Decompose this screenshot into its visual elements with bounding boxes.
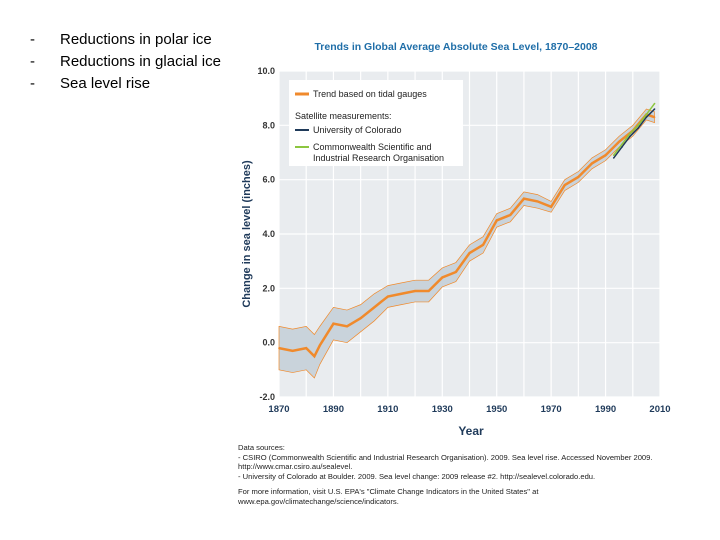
data-point-tidal (509, 214, 512, 216)
y-tick-label: 8.0 (262, 120, 275, 130)
y-tick-label: 6.0 (262, 175, 275, 185)
data-point-tidal (563, 184, 566, 186)
chart-title: Trends in Global Average Absolute Sea Le… (314, 41, 597, 53)
legend-colorado: University of Colorado (313, 125, 402, 135)
y-tick-label: 2.0 (262, 283, 275, 293)
x-tick-label: 1970 (541, 404, 562, 415)
data-point-tidal (441, 276, 444, 279)
legend-csiro-1: Commonwealth Scientific and (313, 142, 432, 152)
x-tick-label: 1910 (377, 404, 398, 415)
x-tick-label: 1930 (432, 404, 453, 415)
x-tick-label: 1870 (268, 404, 289, 415)
source-colorado: - University of Colorado at Boulder. 200… (238, 471, 596, 481)
bullet-text: Sea level rise (60, 75, 151, 92)
bullet-text: Reductions in glacial ice (60, 53, 221, 70)
data-sources: Data sources: - CSIRO (Commonwealth Scie… (238, 443, 678, 506)
series-line-colorado (613, 108, 656, 159)
data-point-csiro (621, 143, 623, 146)
bullet-text: Reductions in polar ice (60, 31, 212, 48)
bullet-item: - Reductions in polar ice (30, 29, 221, 51)
legend: Trend based on tidal gauges Satellite me… (289, 80, 463, 166)
data-point-csiro (612, 154, 615, 157)
data-point-tidal (359, 317, 362, 320)
series-line-csiro (613, 103, 656, 156)
x-tick-label: 2010 (649, 404, 670, 415)
data-point-tidal (400, 292, 403, 295)
uncertainty-band (278, 108, 655, 379)
legend-satellite-header: Satellite measurements: (295, 111, 392, 121)
bullet-item: - Reductions in glacial ice (30, 51, 221, 73)
data-point-tidal (414, 290, 416, 292)
data-point-colorado (653, 108, 656, 110)
data-point-tidal (550, 206, 552, 208)
x-axis-label: Year (458, 424, 484, 438)
data-point-tidal (332, 322, 335, 325)
y-tick-label: 4.0 (262, 229, 275, 239)
data-point-tidal (523, 197, 525, 200)
data-point-csiro (653, 102, 656, 105)
sources-heading: Data sources: (238, 443, 285, 452)
data-point-tidal (482, 244, 484, 246)
data-point-colorado (621, 146, 623, 148)
y-axis-label: Change in sea level (inches) (241, 160, 253, 308)
data-point-tidal (653, 116, 656, 118)
data-point-tidal (427, 290, 430, 292)
source-csiro: - CSIRO (Commonwealth Scientific and Ind… (238, 452, 653, 472)
y-tick-label: 0.0 (262, 338, 275, 348)
data-point-tidal (319, 344, 321, 347)
data-point-tidal (313, 355, 316, 358)
bullet-item: - Sea level rise (30, 73, 221, 95)
data-point-tidal (604, 154, 607, 157)
bullet-list: - Reductions in polar ice - Reductions in … (30, 29, 221, 95)
data-point-colorado (629, 135, 631, 137)
data-point-tidal (387, 295, 389, 298)
y-tick-label: 10.0 (257, 66, 275, 76)
data-point-tidal (468, 252, 471, 254)
data-point-colorado (637, 127, 640, 129)
data-point-colorado (645, 116, 648, 118)
data-point-tidal (373, 306, 376, 309)
data-point-tidal (291, 350, 294, 352)
more-info: For more information, visit U.S. EPA's "… (238, 487, 539, 506)
legend-tidal: Trend based on tidal gauges (313, 89, 427, 99)
y-tick-label: -2.0 (259, 392, 275, 402)
data-point-tidal (618, 140, 620, 143)
data-point-tidal (536, 200, 539, 203)
data-point-csiro (629, 132, 631, 135)
data-point-colorado (612, 157, 615, 159)
data-point-csiro (645, 113, 648, 116)
x-tick-label: 1990 (595, 404, 616, 415)
data-point-tidal (495, 219, 498, 222)
x-tick-label: 1950 (486, 404, 507, 415)
data-point-tidal (577, 176, 580, 178)
data-point-csiro (637, 124, 640, 127)
data-point-tidal (305, 347, 308, 349)
x-tick-label: 1890 (323, 404, 344, 415)
data-point-tidal (591, 162, 593, 165)
data-point-tidal (455, 271, 457, 273)
data-point-tidal (278, 347, 280, 349)
series-line-tidal (278, 113, 655, 359)
legend-csiro-2: Industrial Research Organisation (313, 153, 444, 163)
data-point-tidal (346, 325, 348, 328)
